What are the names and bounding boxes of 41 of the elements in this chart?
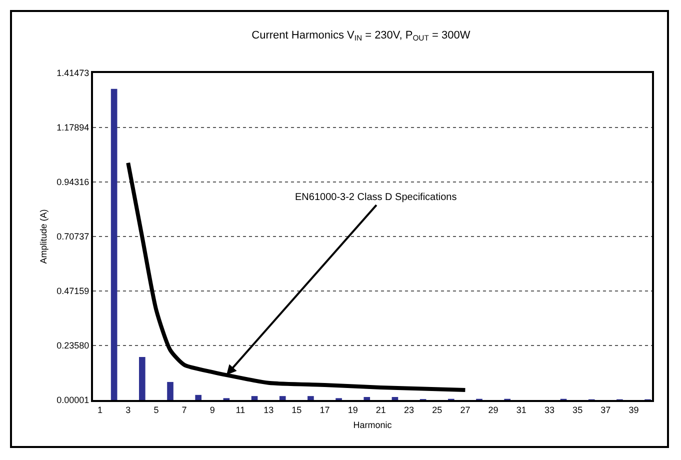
bar [195,394,202,400]
bar [110,88,118,400]
x-tick-label: 25 [432,404,442,415]
y-tick-label: 0.23580 [56,340,90,351]
x-tick-label: 7 [182,404,187,415]
y-tick-label: 0.70737 [56,232,90,242]
x-tick-label: 39 [628,404,639,415]
y-tick-label: 0.00001 [56,395,90,406]
x-tick-label: 31 [516,404,526,415]
y-tick-label: 0.47159 [56,286,90,296]
x-tick-label: 13 [264,404,274,415]
x-tick-label: 15 [292,404,302,415]
bar [167,382,174,400]
bar [308,396,314,400]
bar [364,397,370,400]
x-tick-label: 21 [376,404,386,415]
x-tick-label: 17 [320,404,330,415]
line-series [126,160,468,392]
x-tick-label: 3 [126,404,131,415]
x-tick-label: 23 [404,404,414,415]
chart-title: Current Harmonics V$_{IN}$ = 230V, P$_{OUT}$ = 300W [252,29,471,43]
y-tick-label: 1.41473 [56,68,90,78]
x-tick-label: 19 [348,404,358,415]
bar [279,396,286,400]
annotation: EN61000-3-2 Class D Specifications [295,192,457,203]
x-tick-label: 35 [572,404,583,415]
x-tick-label: 1 [98,404,103,415]
x-tick-label: 37 [600,404,611,415]
bar [251,396,258,400]
x-tick-label: 5 [154,404,159,415]
x-axis-title: Harmonic [353,420,392,430]
y-tick-label: 1.17894 [56,122,90,133]
y-tick-label: 0.94316 [56,177,90,188]
x-tick-label: 9 [210,404,215,415]
x-tick-label: 29 [488,404,498,415]
x-tick-label: 11 [236,404,246,415]
y-axis-title: Amplitude (A) [38,209,49,264]
bar [139,357,146,400]
bar [392,397,398,400]
x-tick-label: 27 [460,404,470,415]
x-tick-label: 33 [544,404,554,415]
